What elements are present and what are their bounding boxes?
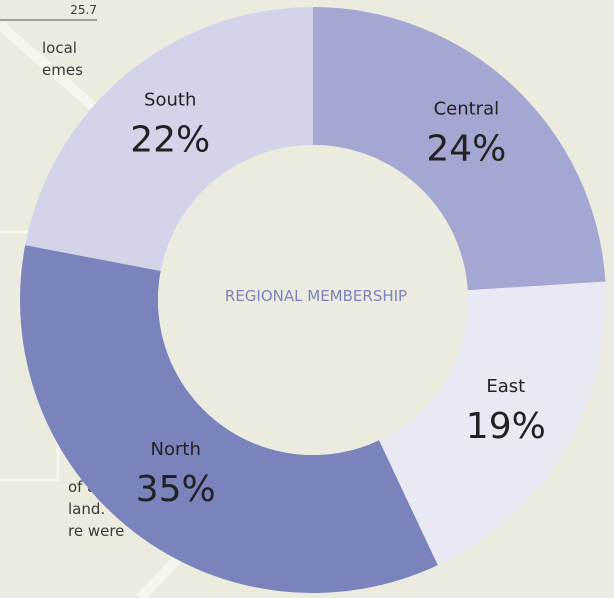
slice — [25, 7, 314, 271]
donut-hole — [158, 145, 468, 455]
slice-label: North — [151, 439, 201, 460]
slice-value: 19% — [466, 406, 546, 447]
slice-value: 35% — [136, 469, 216, 510]
slice-label: South — [144, 89, 196, 110]
slice-value: 24% — [426, 129, 506, 170]
donut-chart: Central 24% East 19% North 35% South 22% REGIONA… — [19, 7, 606, 593]
bg-text: 25.7 — [70, 3, 97, 17]
bg-text: re were — [68, 522, 124, 540]
slice-value: 22% — [130, 119, 210, 160]
slice-label: East — [486, 376, 525, 397]
slice — [313, 7, 606, 291]
slice-label: Central — [434, 99, 500, 120]
chart-title: REGIONAL MEMBERSHIP — [225, 287, 407, 305]
slice — [378, 281, 606, 566]
slice — [19, 245, 438, 593]
bg-text: land. — [68, 500, 105, 518]
bg-text: emes — [42, 61, 83, 79]
bg-text: local — [42, 39, 77, 57]
